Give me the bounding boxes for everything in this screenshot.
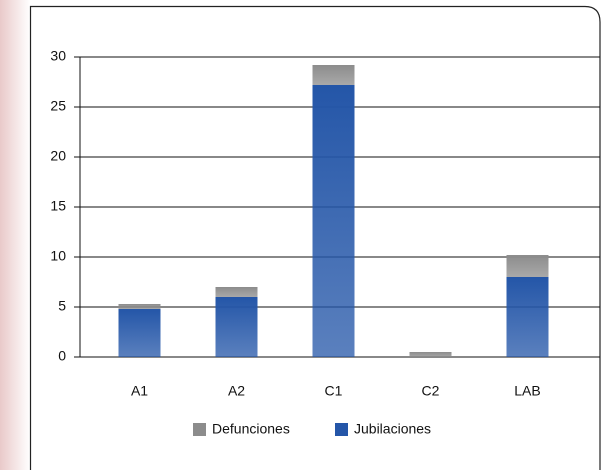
y-tick-label: 30	[50, 48, 66, 64]
x-tick-label: A1	[131, 383, 148, 399]
y-tick-label: 5	[58, 298, 66, 314]
x-tick-label: C2	[422, 383, 440, 399]
bar-segment	[312, 85, 355, 357]
y-tick-label: 25	[50, 98, 66, 114]
y-tick-label: 0	[58, 348, 66, 364]
legend-label: Defunciones	[212, 421, 290, 437]
bar-segment	[506, 255, 549, 277]
bar-segment	[118, 304, 161, 309]
background-edge	[0, 0, 30, 470]
legend-label: Jubilaciones	[354, 421, 431, 437]
bar-segment	[409, 352, 452, 357]
x-tick-label: C1	[325, 383, 343, 399]
x-tick-label: LAB	[514, 383, 540, 399]
y-tick-label: 20	[50, 148, 66, 164]
bar-segment	[215, 287, 258, 297]
legend-swatch	[335, 423, 348, 436]
legend-swatch	[193, 423, 206, 436]
y-tick-label: 10	[50, 248, 66, 264]
bar-segment	[118, 309, 161, 357]
bar-segment	[215, 297, 258, 357]
y-tick-label: 15	[50, 198, 66, 214]
x-tick-label: A2	[228, 383, 245, 399]
bar-segment	[312, 65, 355, 85]
bar-segment	[506, 277, 549, 357]
